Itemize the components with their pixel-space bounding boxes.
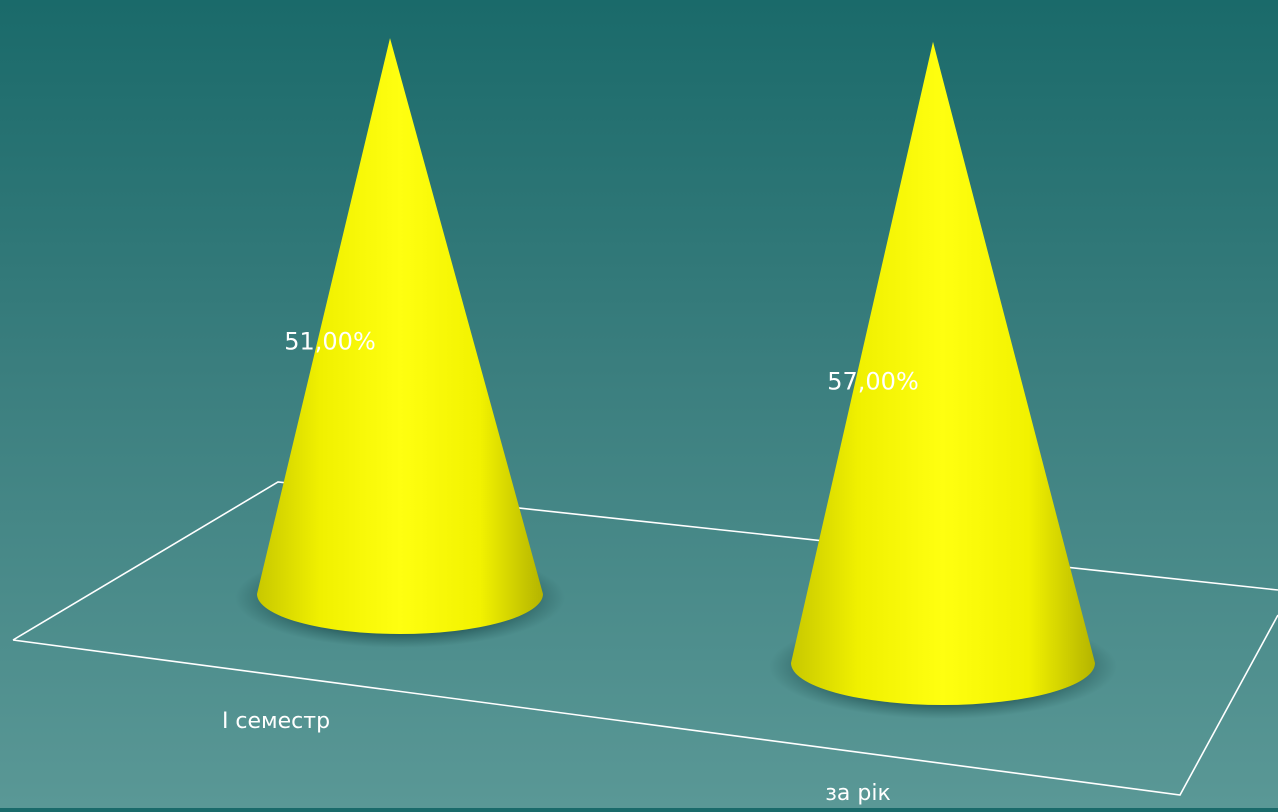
cone-bar-1: 51,00%	[235, 38, 565, 648]
category-label-1: I семестр	[222, 709, 330, 734]
cone-bar-2: 57,00%	[769, 41, 1117, 719]
data-label-2: 57,00%	[827, 368, 919, 396]
floor-back-edge	[12, 481, 1278, 641]
cone-body	[257, 38, 543, 635]
floor-front-edge	[12, 614, 1278, 796]
cones-layer: 51,00% 57,00%	[235, 38, 1117, 719]
cone-body	[791, 41, 1095, 705]
category-label-2: за рік	[825, 781, 891, 806]
category-axis: I семестр за рік	[222, 709, 891, 806]
data-label-1: 51,00%	[284, 327, 376, 355]
